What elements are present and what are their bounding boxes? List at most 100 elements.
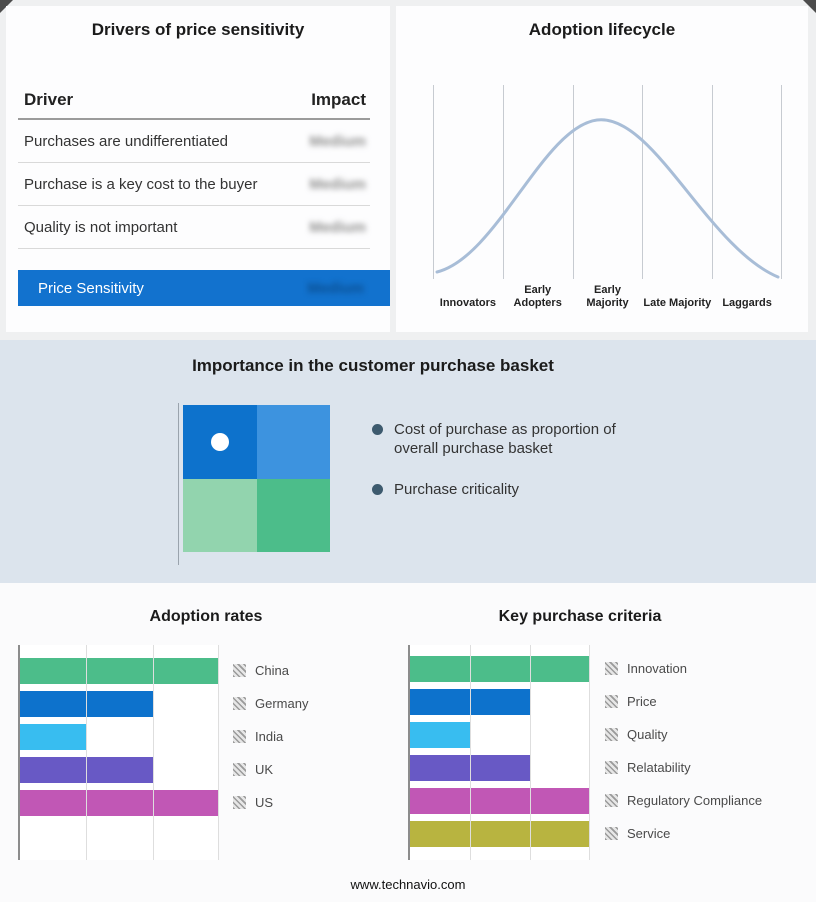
gridline <box>86 645 88 860</box>
bar-innovation <box>410 656 590 682</box>
price-sensitivity-value-obscured: Medium <box>307 279 364 297</box>
bell-curve <box>435 118 780 279</box>
bar-row <box>20 757 219 790</box>
table-row: Quality is not important Medium <box>18 206 370 249</box>
legend-item-india: India <box>233 724 308 757</box>
gridline <box>589 645 590 860</box>
impact-cell-obscured: Medium <box>309 132 366 150</box>
bottom-charts-section: Adoption rates Key purchase criteria Chi… <box>0 583 816 902</box>
lifecycle-chart <box>433 85 782 279</box>
legend-item-regulatory-compliance: Regulatory Compliance <box>605 788 762 821</box>
legend-label: US <box>255 795 274 810</box>
adoption-lifecycle-panel: Adoption lifecycle Innovators Early Adopt… <box>396 6 808 332</box>
bar-row <box>20 691 219 724</box>
adoption-rates-title: Adoption rates <box>149 608 263 625</box>
key-purchase-criteria-legend: Innovation Price Quality Relatability Regula… <box>605 656 762 854</box>
bell-curve-path <box>435 118 780 279</box>
purchase-basket-quadrant <box>183 405 330 552</box>
legend-item-innovation: Innovation <box>605 656 762 689</box>
drivers-panel-title: Drivers of price sensitivity <box>91 20 305 39</box>
lifecycle-category-laggards: Laggards <box>722 297 772 309</box>
bullet-text: Purchase criticality <box>394 481 520 498</box>
bar-row <box>20 658 219 691</box>
lifecycle-category-late-majority: Late Majority <box>643 297 712 309</box>
lifecycle-title: Adoption lifecycle <box>528 20 676 39</box>
legend-label: Quality <box>627 727 668 742</box>
legend-label: UK <box>255 762 274 777</box>
legend-label: India <box>255 729 284 744</box>
gridline <box>502 85 504 279</box>
bar-us <box>20 790 219 816</box>
gridline <box>433 85 434 279</box>
adoption-rates-plot <box>18 645 219 860</box>
bar-regulatory-compliance <box>410 788 590 814</box>
legend-swatch-icon <box>233 796 246 809</box>
gridline <box>470 645 471 860</box>
quadrant-bottom-right <box>256 478 330 552</box>
legend-item-china: China <box>233 658 308 691</box>
position-dot-icon <box>211 433 229 451</box>
legend-item-service: Service <box>605 821 762 854</box>
bar-india <box>20 724 87 750</box>
gridline <box>530 645 531 860</box>
legend-label: Regulatory Compliance <box>627 793 763 808</box>
legend-item-uk: UK <box>233 757 308 790</box>
legend-swatch-icon <box>605 728 618 741</box>
legend-label: Germany <box>255 696 309 711</box>
legend-item-us: US <box>233 790 308 823</box>
basket-bullets: Cost of purchase as proportion of overal… <box>372 420 638 521</box>
legend-label: China <box>255 663 289 678</box>
price-sensitivity-label: Price Sensitivity <box>38 279 144 297</box>
drivers-table: Driver Impact Purchases are undifferenti… <box>18 90 370 249</box>
adoption-rates-legend: China Germany India UK US <box>233 658 308 823</box>
legend-swatch-icon <box>233 730 246 743</box>
lifecycle-categories: Innovators Early Adopters Early Majority La… <box>433 276 782 310</box>
price-sensitivity-bar: Price Sensitivity Medium <box>18 270 390 306</box>
drivers-panel: Drivers of price sensitivity Driver Impa… <box>6 6 390 332</box>
quadrant-axis-line <box>178 403 179 565</box>
impact-cell-obscured: Medium <box>309 175 366 193</box>
quadrant-top-right <box>256 405 330 479</box>
footer-url: www.technavio.com <box>350 877 466 892</box>
bar-row <box>20 724 219 757</box>
lifecycle-category-early-adopters: Early Adopters <box>513 284 562 309</box>
legend-swatch-icon <box>605 761 618 774</box>
legend-item-quality: Quality <box>605 722 762 755</box>
gridline <box>712 85 714 279</box>
gridline <box>218 645 219 860</box>
legend-item-relatability: Relatability <box>605 755 762 788</box>
legend-label: Relatability <box>627 760 691 775</box>
bullet-item: Cost of purchase as proportion of overal… <box>372 420 638 458</box>
basket-title: Importance in the customer purchase bask… <box>192 356 554 375</box>
legend-item-price: Price <box>605 689 762 722</box>
legend-swatch-icon <box>233 697 246 710</box>
gridline <box>642 85 644 279</box>
bar-row <box>410 689 590 722</box>
bullet-text: Cost of purchase as proportion of overal… <box>394 421 616 457</box>
legend-swatch-icon <box>233 664 246 677</box>
bar-row <box>410 722 590 755</box>
table-row: Purchases are undifferentiated Medium <box>18 120 370 163</box>
bar-row <box>410 788 590 821</box>
key-purchase-criteria-title: Key purchase criteria <box>498 608 662 625</box>
drivers-table-header: Driver Impact <box>18 90 370 120</box>
lifecycle-category-early-majority: Early Majority <box>586 284 629 309</box>
bullet-icon <box>372 484 383 495</box>
gridline <box>152 645 154 860</box>
legend-label: Innovation <box>627 661 687 676</box>
legend-swatch-icon <box>605 695 618 708</box>
driver-cell: Quality is not important <box>24 218 178 236</box>
legend-swatch-icon <box>605 794 618 807</box>
bar-quality <box>410 722 470 748</box>
impact-column-header: Impact <box>311 90 366 109</box>
table-row: Purchase is a key cost to the buyer Medi… <box>18 163 370 206</box>
bullet-icon <box>372 424 383 435</box>
bar-row <box>410 821 590 854</box>
lifecycle-category-innovators: Innovators <box>439 297 497 309</box>
bar-service <box>410 821 590 847</box>
gridline <box>781 85 782 279</box>
purchase-basket-band: Importance in the customer purchase bask… <box>0 340 816 583</box>
bar-row <box>20 790 219 823</box>
key-purchase-criteria-plot <box>408 645 590 860</box>
